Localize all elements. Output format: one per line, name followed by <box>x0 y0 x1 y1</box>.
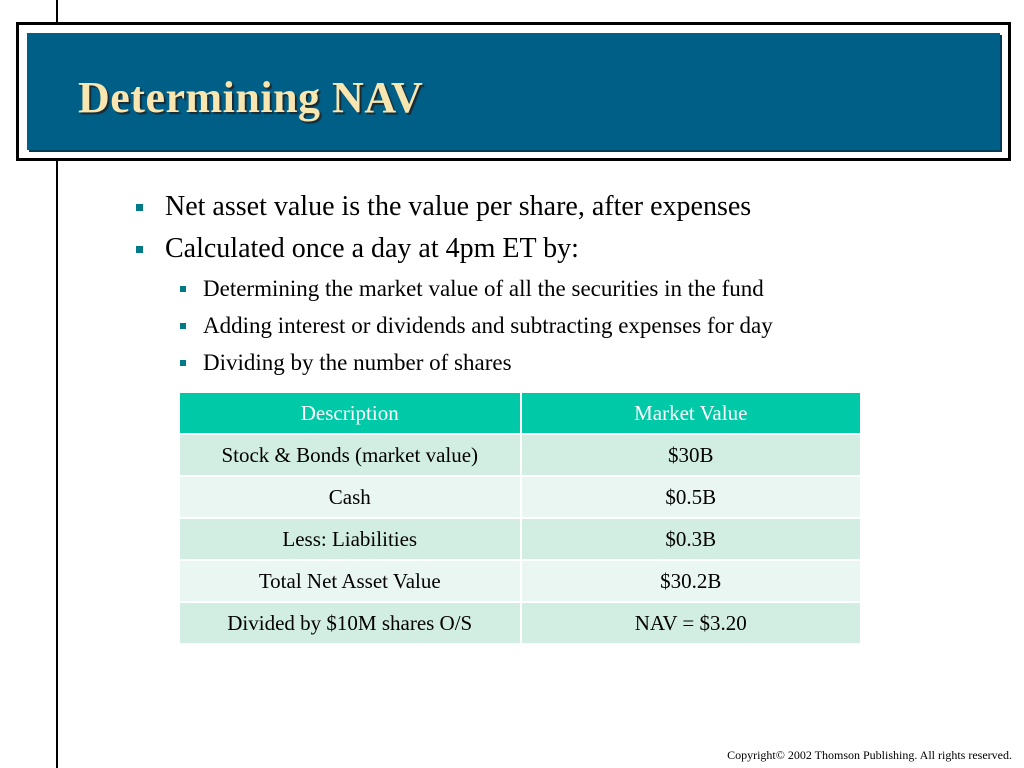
title-frame: Determining NAV <box>16 22 1011 161</box>
title-banner: Determining NAV <box>27 33 1000 150</box>
market-value-cell: $30B <box>520 434 862 477</box>
description-cell: Divided by $10M shares O/S <box>180 602 522 645</box>
bullet-list: Net asset value is the value per share, … <box>134 186 994 381</box>
sub-bullet-text: Dividing by the number of shares <box>203 350 512 375</box>
description-cell: Less: Liabilities <box>180 518 522 561</box>
market-value-cell: $0.5B <box>520 476 862 519</box>
bullet-item: Net asset value is the value per share, … <box>134 186 994 228</box>
sub-bullet-item: Adding interest or dividends and subtrac… <box>134 307 994 344</box>
square-bullet-icon <box>180 323 186 329</box>
square-bullet-icon <box>180 286 186 292</box>
description-cell: Stock & Bonds (market value) <box>180 434 522 477</box>
table-row: Stock & Bonds (market value) $30B <box>180 434 862 477</box>
column-header-description: Description <box>180 393 522 435</box>
left-rule-line <box>56 0 58 768</box>
table-row: Total Net Asset Value $30.2B <box>180 560 862 603</box>
square-bullet-icon <box>136 204 143 211</box>
sub-bullet-text: Adding interest or dividends and subtrac… <box>203 313 773 338</box>
table-row: Cash $0.5B <box>180 476 862 519</box>
table-row: Divided by $10M shares O/S NAV = $3.20 <box>180 602 862 645</box>
bullet-item: Calculated once a day at 4pm ET by: <box>134 228 994 270</box>
bullet-text: Net asset value is the value per share, … <box>165 191 752 222</box>
column-header-market-value: Market Value <box>520 393 862 435</box>
slide-title: Determining NAV <box>78 73 424 122</box>
sub-bullet-text: Determining the market value of all the … <box>203 276 764 301</box>
description-cell: Total Net Asset Value <box>180 560 522 603</box>
bullet-text: Calculated once a day at 4pm ET by: <box>165 233 579 264</box>
nav-calculation-table: Description Market Value Stock & Bonds (… <box>180 393 862 645</box>
description-cell: Cash <box>180 476 522 519</box>
sub-bullet-item: Dividing by the number of shares <box>134 344 994 381</box>
square-bullet-icon <box>136 246 143 253</box>
copyright-notice: Copyright© 2002 Thomson Publishing. All … <box>727 748 1012 762</box>
sub-bullet-item: Determining the market value of all the … <box>134 270 994 307</box>
market-value-cell: NAV = $3.20 <box>520 602 862 645</box>
market-value-cell: $30.2B <box>520 560 862 603</box>
table-header-row: Description Market Value <box>180 393 862 435</box>
table-row: Less: Liabilities $0.3B <box>180 518 862 561</box>
square-bullet-icon <box>180 360 186 366</box>
market-value-cell: $0.3B <box>520 518 862 561</box>
